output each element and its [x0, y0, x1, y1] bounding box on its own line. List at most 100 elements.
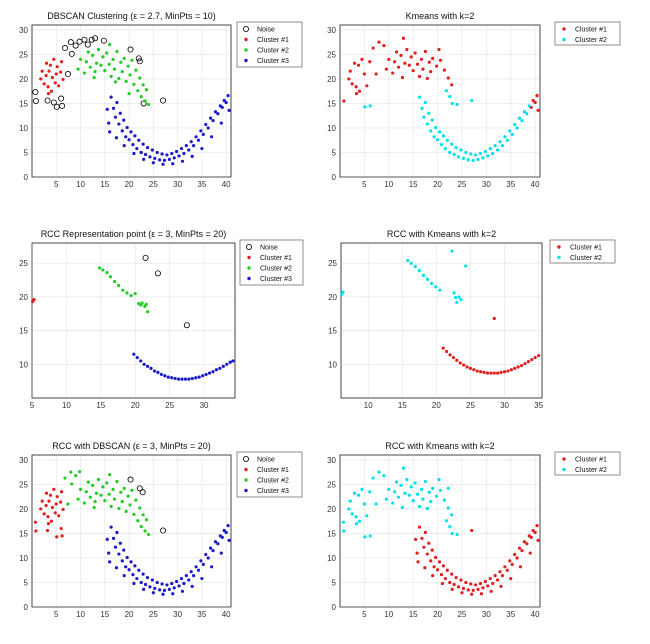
- data-point: [425, 506, 429, 511]
- data-point: [137, 138, 141, 142]
- data-point: [179, 576, 184, 581]
- data-point: [448, 580, 452, 585]
- data-point: [417, 95, 422, 99]
- data-point: [111, 536, 116, 540]
- data-point: [456, 585, 461, 589]
- data-point: [491, 581, 495, 586]
- data-point: [491, 151, 495, 156]
- data-point: [459, 578, 463, 582]
- plot-border: [340, 242, 543, 399]
- noise-point: [44, 97, 51, 104]
- data-point: [495, 148, 500, 152]
- data-point: [219, 121, 223, 125]
- data-point: [211, 370, 215, 374]
- plot-border: [31, 454, 232, 608]
- data-point: [107, 551, 111, 555]
- data-point: [124, 509, 128, 513]
- data-point: [155, 580, 159, 585]
- data-point: [525, 542, 529, 546]
- data-point: [42, 82, 46, 86]
- data-point: [137, 568, 141, 572]
- y-tick-label: 20: [19, 505, 28, 514]
- data-point: [354, 515, 358, 519]
- legend-marker: [562, 457, 566, 461]
- data-point: [417, 74, 422, 79]
- data-point: [457, 295, 461, 299]
- data-point: [32, 298, 36, 302]
- data-point: [422, 115, 426, 119]
- chart-title: RCC with DBSCAN (ε = 3, MinPts = 20): [52, 441, 211, 451]
- plot-area: [31, 242, 236, 399]
- data-point: [429, 559, 433, 563]
- data-point: [448, 353, 452, 357]
- data-point: [353, 61, 357, 65]
- data-point: [88, 65, 92, 69]
- data-point: [437, 560, 442, 564]
- data-point: [60, 534, 64, 538]
- data-point: [143, 152, 148, 157]
- data-point: [461, 156, 466, 160]
- data-point: [145, 145, 150, 150]
- legend-box: [236, 451, 303, 498]
- noise-point: [50, 99, 57, 106]
- data-point: [509, 576, 513, 581]
- data-point: [488, 146, 492, 151]
- data-point: [189, 140, 193, 144]
- data-point: [438, 488, 443, 492]
- legend-box: [236, 21, 303, 68]
- data-point: [437, 47, 441, 52]
- data-point: [177, 154, 181, 158]
- data-point: [141, 572, 145, 576]
- data-point: [182, 581, 186, 586]
- data-point: [393, 60, 397, 64]
- data-point: [464, 150, 468, 155]
- data-point: [478, 581, 483, 586]
- data-point: [86, 50, 90, 54]
- y-tick-label: 20: [327, 505, 336, 514]
- chart-title: DBSCAN Clustering (ε = 2.7, MinPts = 10): [47, 11, 216, 21]
- series-1: [342, 36, 540, 112]
- y-tick-label: 10: [19, 360, 28, 369]
- chart-title: RCC with Kmeans with k=2: [387, 229, 496, 239]
- data-point: [407, 63, 411, 67]
- data-point: [139, 524, 143, 529]
- data-point: [40, 499, 44, 503]
- data-point: [471, 588, 475, 592]
- data-point: [148, 155, 152, 159]
- y-tick-label: 20: [328, 293, 337, 302]
- data-point: [52, 57, 56, 61]
- data-point: [53, 81, 57, 85]
- legend-label: Cluster #2: [257, 478, 289, 485]
- data-point: [429, 69, 433, 74]
- data-point: [226, 524, 230, 528]
- data-point: [196, 138, 201, 142]
- data-point: [158, 588, 162, 592]
- data-point: [192, 144, 196, 148]
- data-point: [148, 585, 152, 589]
- data-point: [441, 346, 445, 350]
- data-point: [387, 57, 391, 61]
- data-point: [452, 152, 456, 157]
- data-point: [42, 512, 46, 516]
- data-point: [506, 369, 510, 373]
- noise-point: [62, 45, 69, 52]
- data-point: [142, 362, 146, 366]
- data-point: [209, 546, 213, 550]
- x-tick-label: 20: [125, 610, 134, 619]
- data-point: [415, 62, 420, 66]
- data-point: [434, 285, 438, 289]
- data-point: [452, 582, 456, 587]
- data-point: [429, 499, 433, 504]
- data-point: [423, 479, 427, 484]
- data-point: [448, 94, 452, 99]
- data-point: [411, 69, 415, 73]
- legend-marker: [245, 243, 252, 250]
- x-tick-label: 10: [384, 180, 393, 189]
- data-point: [456, 155, 461, 159]
- data-point: [452, 291, 456, 295]
- data-point: [46, 92, 51, 96]
- data-point: [430, 118, 434, 122]
- legend-marker: [247, 255, 251, 260]
- data-point: [201, 562, 205, 566]
- data-point: [360, 487, 364, 491]
